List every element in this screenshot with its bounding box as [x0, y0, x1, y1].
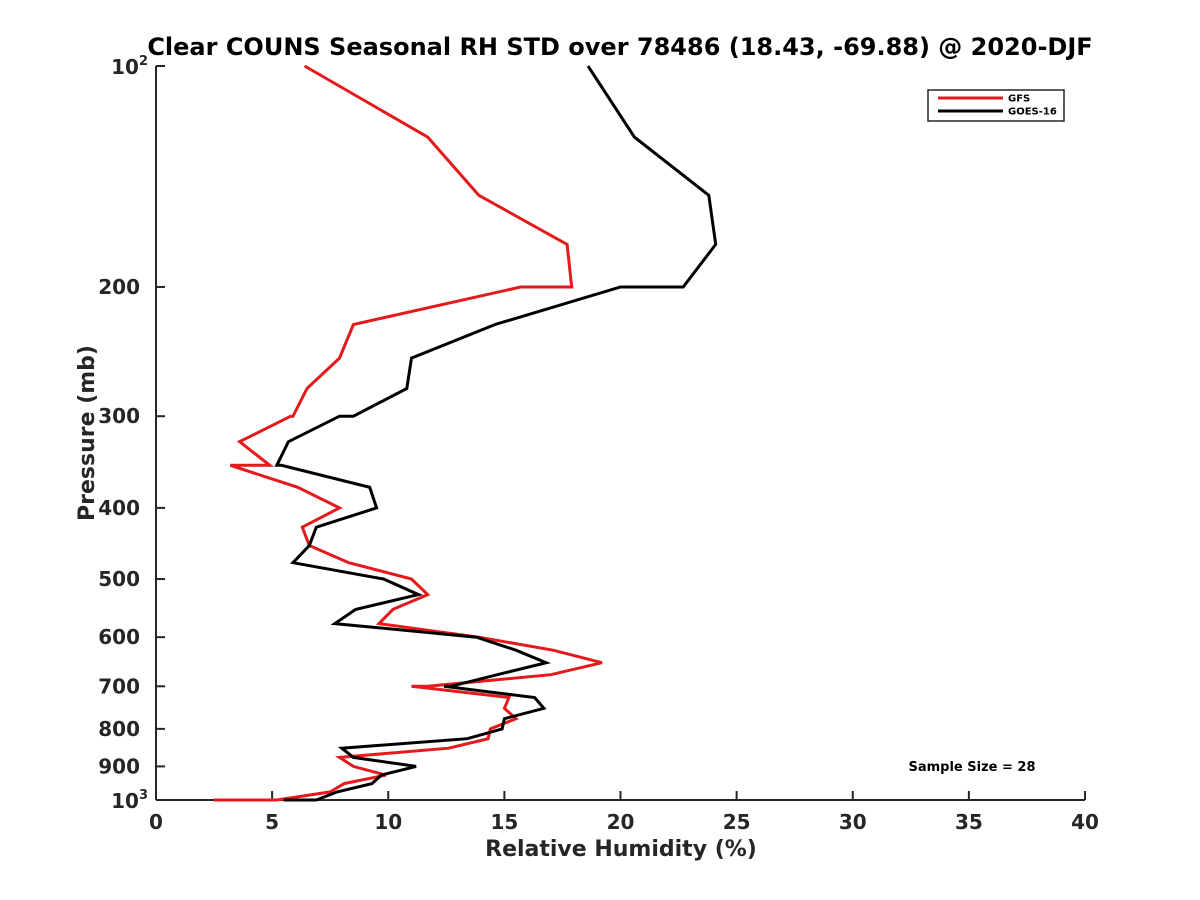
legend-box [927, 89, 1065, 122]
y-tick-label: 300 [98, 404, 140, 428]
x-tick-label: 35 [955, 810, 983, 834]
y-tick-label: 700 [98, 674, 140, 698]
y-tick-label: 900 [98, 754, 140, 778]
chart-title: Clear COUNS Seasonal RH STD over 78486 (… [147, 33, 1092, 61]
sample-size-annotation: Sample Size = 28 [908, 760, 1035, 775]
x-tick-label: 15 [490, 810, 518, 834]
x-axis-label: Relative Humidity (%) [485, 837, 757, 862]
y-tick-label: 200 [98, 275, 140, 299]
y-tick-label: 500 [98, 567, 140, 591]
y-tick-label: 103 [111, 788, 148, 813]
y-tick-label: 600 [98, 625, 140, 649]
legend-label: GOES-16 [1008, 107, 1057, 118]
legend: GFS GOES-16 [927, 89, 1065, 122]
x-tick-label: 0 [149, 810, 163, 834]
y-tick-label: 400 [98, 496, 140, 520]
legend-label: GFS [1008, 94, 1030, 105]
x-tick-label: 30 [839, 810, 867, 834]
x-tick-label: 40 [1071, 810, 1099, 834]
x-tick-label: 10 [374, 810, 402, 834]
series-line-goes-16 [274, 65, 718, 802]
y-tick-label: 800 [98, 717, 140, 741]
x-tick-label: 25 [723, 810, 751, 834]
series-line-gfs [214, 64, 603, 802]
x-tick-label: 20 [607, 810, 635, 834]
y-tick-label: 102 [111, 54, 148, 79]
y-axis-label: Pressure (mb) [75, 345, 100, 521]
x-tick-label: 5 [265, 810, 279, 834]
